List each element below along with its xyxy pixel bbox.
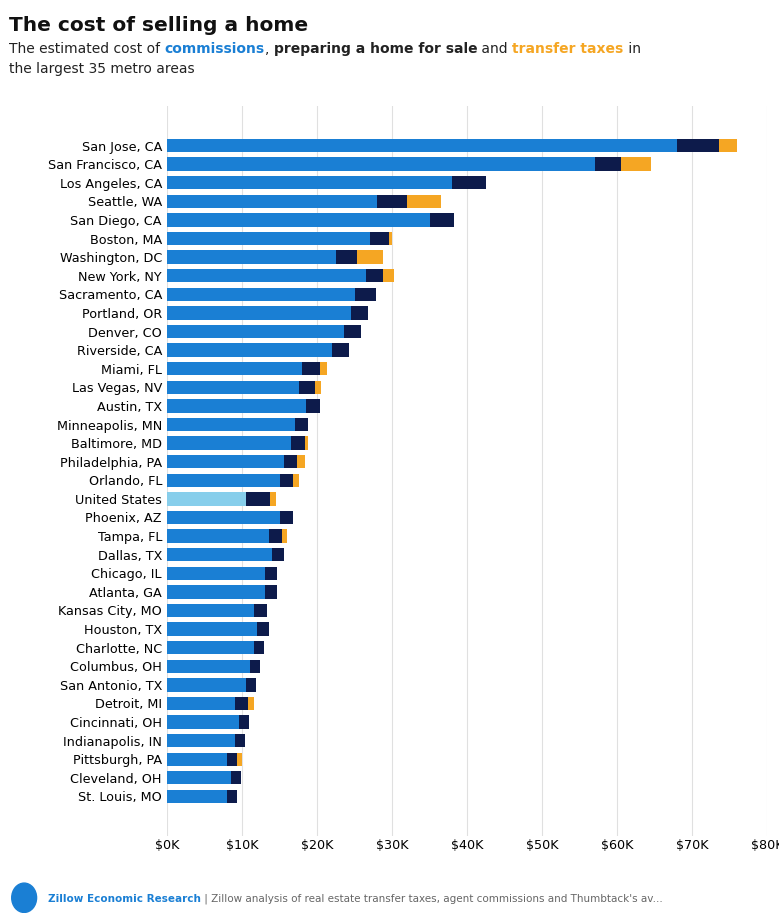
Bar [358,251,383,264]
Bar [167,585,265,598]
Bar [337,251,358,264]
Bar [167,548,273,562]
Bar [305,437,308,449]
Bar [231,771,241,785]
Bar [167,437,291,449]
Bar [167,789,227,803]
Bar [407,195,441,208]
Bar [265,585,277,598]
Bar [291,437,305,449]
Text: ,: , [265,42,273,56]
Text: commissions: commissions [165,42,265,56]
Bar [270,493,277,505]
Bar [677,139,718,153]
Bar [238,753,241,766]
Bar [355,288,376,301]
Bar [382,269,394,282]
Bar [351,306,368,320]
Text: The cost of selling a home: The cost of selling a home [9,16,308,35]
Bar [167,660,250,673]
Bar [167,641,254,654]
Text: Zillow Economic Research: Zillow Economic Research [48,894,201,903]
Bar [377,195,407,208]
Bar [280,511,294,524]
Bar [621,157,651,171]
Bar [167,771,231,785]
Bar [167,251,337,264]
Bar [167,288,355,301]
Bar [306,399,319,413]
Text: transfer taxes: transfer taxes [513,42,624,56]
Bar [167,195,377,208]
Bar [167,604,254,618]
Bar [167,455,284,469]
Bar [167,715,238,729]
Bar [246,493,270,505]
Bar [167,753,227,766]
Bar [718,139,737,153]
Bar [167,622,257,636]
Bar [284,455,298,469]
Bar [333,344,349,357]
Bar [366,269,382,282]
Bar [302,362,319,376]
Bar [235,697,249,710]
Bar [167,157,595,171]
Bar [249,697,254,710]
Bar [294,473,299,487]
Bar [280,473,294,487]
Bar [167,529,269,543]
Text: and: and [478,42,513,56]
Bar [295,418,308,431]
Bar [254,604,267,618]
Bar [167,511,280,524]
Bar [167,399,306,413]
Bar [167,232,370,245]
Bar [250,660,260,673]
Bar [227,789,238,803]
Bar [246,678,256,691]
Text: | Zillow analysis of real estate transfer taxes, agent commissions and Thumbtack: | Zillow analysis of real estate transfe… [201,893,663,904]
Bar [238,715,249,729]
Bar [344,324,361,338]
Text: The estimated cost of: The estimated cost of [9,42,165,56]
Bar [235,734,245,747]
Bar [167,418,295,431]
Bar [167,678,246,691]
Bar [389,232,393,245]
Bar [227,753,238,766]
Text: preparing a home for sale: preparing a home for sale [273,42,478,56]
Bar [167,306,351,320]
Bar [167,473,280,487]
Bar [269,529,282,543]
Bar [167,734,235,747]
Bar [265,566,277,580]
Bar [167,697,235,710]
Circle shape [12,883,37,913]
Bar [167,213,430,227]
Bar [167,493,246,505]
Bar [167,324,344,338]
Bar [167,139,677,153]
Bar [167,344,333,357]
Bar [257,622,270,636]
Bar [167,176,453,189]
Bar [282,529,287,543]
Bar [167,269,366,282]
Bar [254,641,264,654]
Bar [595,157,621,171]
Bar [370,232,389,245]
Bar [430,213,454,227]
Bar [167,566,265,580]
Bar [319,362,327,376]
Bar [453,176,486,189]
Bar [273,548,284,562]
Bar [298,380,315,394]
Bar [315,380,321,394]
Text: the largest 35 metro areas: the largest 35 metro areas [9,62,195,75]
Bar [298,455,305,469]
Bar [167,380,298,394]
Text: in: in [624,42,640,56]
Bar [167,362,302,376]
